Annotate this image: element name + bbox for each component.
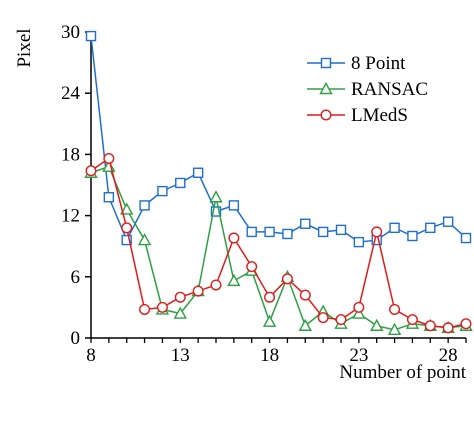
y-tick-label: 6 <box>71 267 81 288</box>
data-point-ransac <box>352 306 366 319</box>
data-point-ransac <box>298 318 312 331</box>
data-point-8-point <box>389 222 400 234</box>
data-point-lmeds <box>228 232 240 244</box>
data-point-8-point <box>210 206 222 217</box>
legend-marker <box>320 57 332 69</box>
data-point-ransac <box>227 273 241 287</box>
data-point-8-point <box>192 167 204 178</box>
data-point-8-point <box>246 226 257 238</box>
legend-item-ransac: RANSAC <box>307 79 428 100</box>
data-point-8-point <box>228 200 240 211</box>
data-point-lmeds <box>139 303 151 315</box>
data-point-8-point <box>353 236 365 248</box>
series-lmeds <box>85 152 472 334</box>
legend-label: LMedS <box>351 105 408 126</box>
axes: 0 6 12 18 24 30 8 13 18 23 28 <box>61 22 467 366</box>
data-point-8-point <box>442 216 454 227</box>
y-axis-title: Pixel <box>14 28 35 67</box>
data-point-8-point <box>264 226 275 238</box>
data-point-lmeds <box>424 320 436 332</box>
data-point-ransac <box>120 202 134 215</box>
y-tick-label: 18 <box>61 144 80 165</box>
data-point-ransac <box>370 318 384 331</box>
data-point-lmeds <box>210 279 222 291</box>
series-8-point <box>85 30 472 248</box>
legend-marker <box>319 82 333 95</box>
data-point-8-point <box>425 222 436 234</box>
x-axis-title: Number of point <box>339 362 466 383</box>
data-point-lmeds <box>174 291 186 303</box>
data-point-lmeds <box>335 314 347 326</box>
series-line-8-point <box>90 35 467 243</box>
data-point-lmeds <box>406 314 418 326</box>
data-point-lmeds <box>85 165 97 177</box>
data-point-lmeds <box>246 261 258 273</box>
data-point-lmeds <box>460 318 472 330</box>
data-point-lmeds <box>281 273 293 285</box>
data-point-8-point <box>85 30 97 42</box>
data-point-lmeds <box>353 301 365 313</box>
data-point-8-point <box>407 230 418 242</box>
y-tick-label: 0 <box>71 328 81 349</box>
data-point-8-point <box>282 228 293 240</box>
data-point-lmeds <box>317 312 329 324</box>
legend-item-lmeds: LMedS <box>307 105 408 126</box>
series-layer <box>84 30 473 336</box>
x-tick-label: 13 <box>171 345 190 366</box>
data-point-lmeds <box>299 289 311 301</box>
data-point-8-point <box>335 224 347 236</box>
data-point-8-point <box>300 218 311 229</box>
data-point-lmeds <box>389 303 401 315</box>
x-tick-label: 28 <box>439 345 458 366</box>
data-point-lmeds <box>156 301 168 313</box>
data-point-lmeds <box>264 291 276 303</box>
data-point-8-point <box>139 200 150 211</box>
data-point-lmeds <box>103 152 115 164</box>
data-point-lmeds <box>192 285 204 297</box>
series-line-ransac <box>90 165 467 331</box>
legend-label: 8 Point <box>351 53 406 74</box>
data-point-ransac <box>173 306 187 319</box>
data-point-lmeds <box>371 226 383 238</box>
data-point-ransac <box>137 233 152 246</box>
x-tick-label: 23 <box>349 345 368 366</box>
data-point-8-point <box>103 192 115 203</box>
x-tick-label: 8 <box>86 345 96 366</box>
data-point-8-point <box>175 177 186 189</box>
data-point-ransac <box>262 314 277 327</box>
data-point-8-point <box>121 234 132 246</box>
data-point-ransac <box>209 190 223 203</box>
data-point-lmeds <box>442 322 454 334</box>
data-point-lmeds <box>121 222 133 234</box>
y-tick-label: 30 <box>61 22 80 43</box>
data-point-8-point <box>157 185 168 197</box>
series-line-lmeds <box>90 157 467 329</box>
y-tick-label: 12 <box>61 206 80 227</box>
legend: 8 Point RANSAC LMedS <box>307 53 428 126</box>
legend-marker <box>320 109 332 121</box>
x-tick-label: 18 <box>260 345 279 366</box>
data-point-8-point <box>317 226 329 238</box>
legend-label: RANSAC <box>351 79 428 100</box>
data-point-8-point <box>460 232 472 244</box>
y-tick-label: 24 <box>61 83 81 104</box>
data-point-ransac <box>387 322 402 336</box>
legend-item-8-point: 8 Point <box>307 53 406 74</box>
